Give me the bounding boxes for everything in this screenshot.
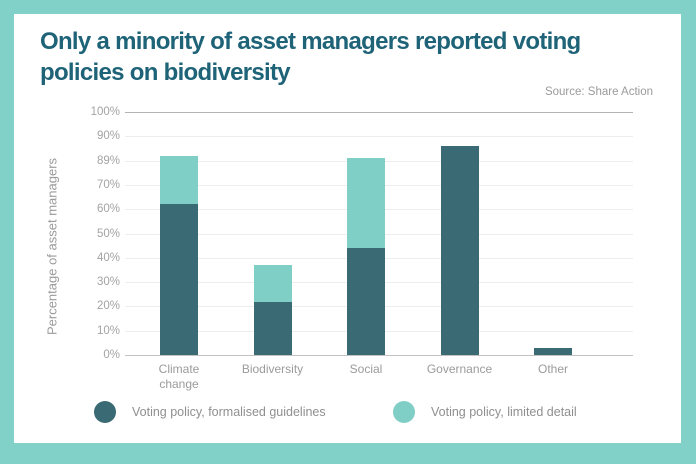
x-tick-label-social: Social [349, 362, 383, 376]
legend-item-limited: Voting policy, limited detail [393, 401, 577, 423]
bar-segment-biodiversity-voting-policy-limited-detail [253, 265, 292, 302]
bar-climate-change [160, 155, 198, 355]
bar-segment-climate-change-voting-policy-limited-detail [160, 155, 198, 205]
bar-segment-governance-voting-policy-formalised-guidelines [440, 146, 479, 355]
legend-item-formalised: Voting policy, formalised guidelines [94, 401, 326, 423]
bar-segment-social-voting-policy-formalised-guidelines [347, 248, 385, 355]
y-tick-label: 20% [96, 300, 120, 313]
chart-title: Only a minority of asset managers report… [40, 28, 581, 86]
bar-biodiversity [253, 265, 292, 355]
source-credit: Source: Share Action [544, 86, 653, 98]
y-tick-label: 70% [96, 178, 120, 191]
gridline [125, 112, 633, 113]
y-tick-label: 10% [96, 324, 120, 337]
chart-card: Only a minority of asset managers report… [14, 14, 681, 443]
bar-segment-climate-change-voting-policy-formalised-guidelines [160, 204, 198, 355]
gridline [125, 136, 633, 138]
bar-segment-social-voting-policy-limited-detail [347, 158, 385, 249]
legend-label-formalised: Voting policy, formalised guidelines [132, 405, 326, 419]
y-tick-label: 90% [96, 130, 120, 143]
bar-social [347, 158, 385, 355]
bar-other [534, 347, 572, 355]
x-tick-label-governance: Governance [426, 362, 493, 376]
y-tick-label: 89% [96, 154, 120, 167]
x-tick-label-climate-change: Climate change [158, 362, 200, 391]
legend-swatch-formalised-icon [94, 401, 116, 423]
y-tick-label: 100% [90, 106, 120, 118]
y-axis-tick-labels: 100% 90% 89% 70% 60% 50% 40% 30% 20% 10% 0% [14, 106, 120, 361]
legend-label-limited: Voting policy, limited detail [431, 405, 577, 419]
bar-governance [440, 146, 479, 355]
gridline [125, 355, 633, 356]
x-tick-label-other: Other [537, 362, 568, 376]
plot-area: Climate change Biodiversity Social Governan… [125, 112, 633, 391]
y-tick-label: 60% [96, 203, 120, 216]
y-tick-label: 30% [96, 276, 120, 289]
x-tick-label-biodiversity: Biodiversity [241, 362, 304, 376]
bar-segment-biodiversity-voting-policy-formalised-guidelines [253, 301, 292, 355]
y-tick-label: 40% [96, 251, 120, 264]
legend-swatch-limited-icon [393, 401, 415, 423]
y-tick-label: 0% [103, 349, 120, 361]
bar-segment-other-voting-policy-formalised-guidelines [534, 347, 572, 355]
y-tick-label: 50% [96, 227, 120, 240]
